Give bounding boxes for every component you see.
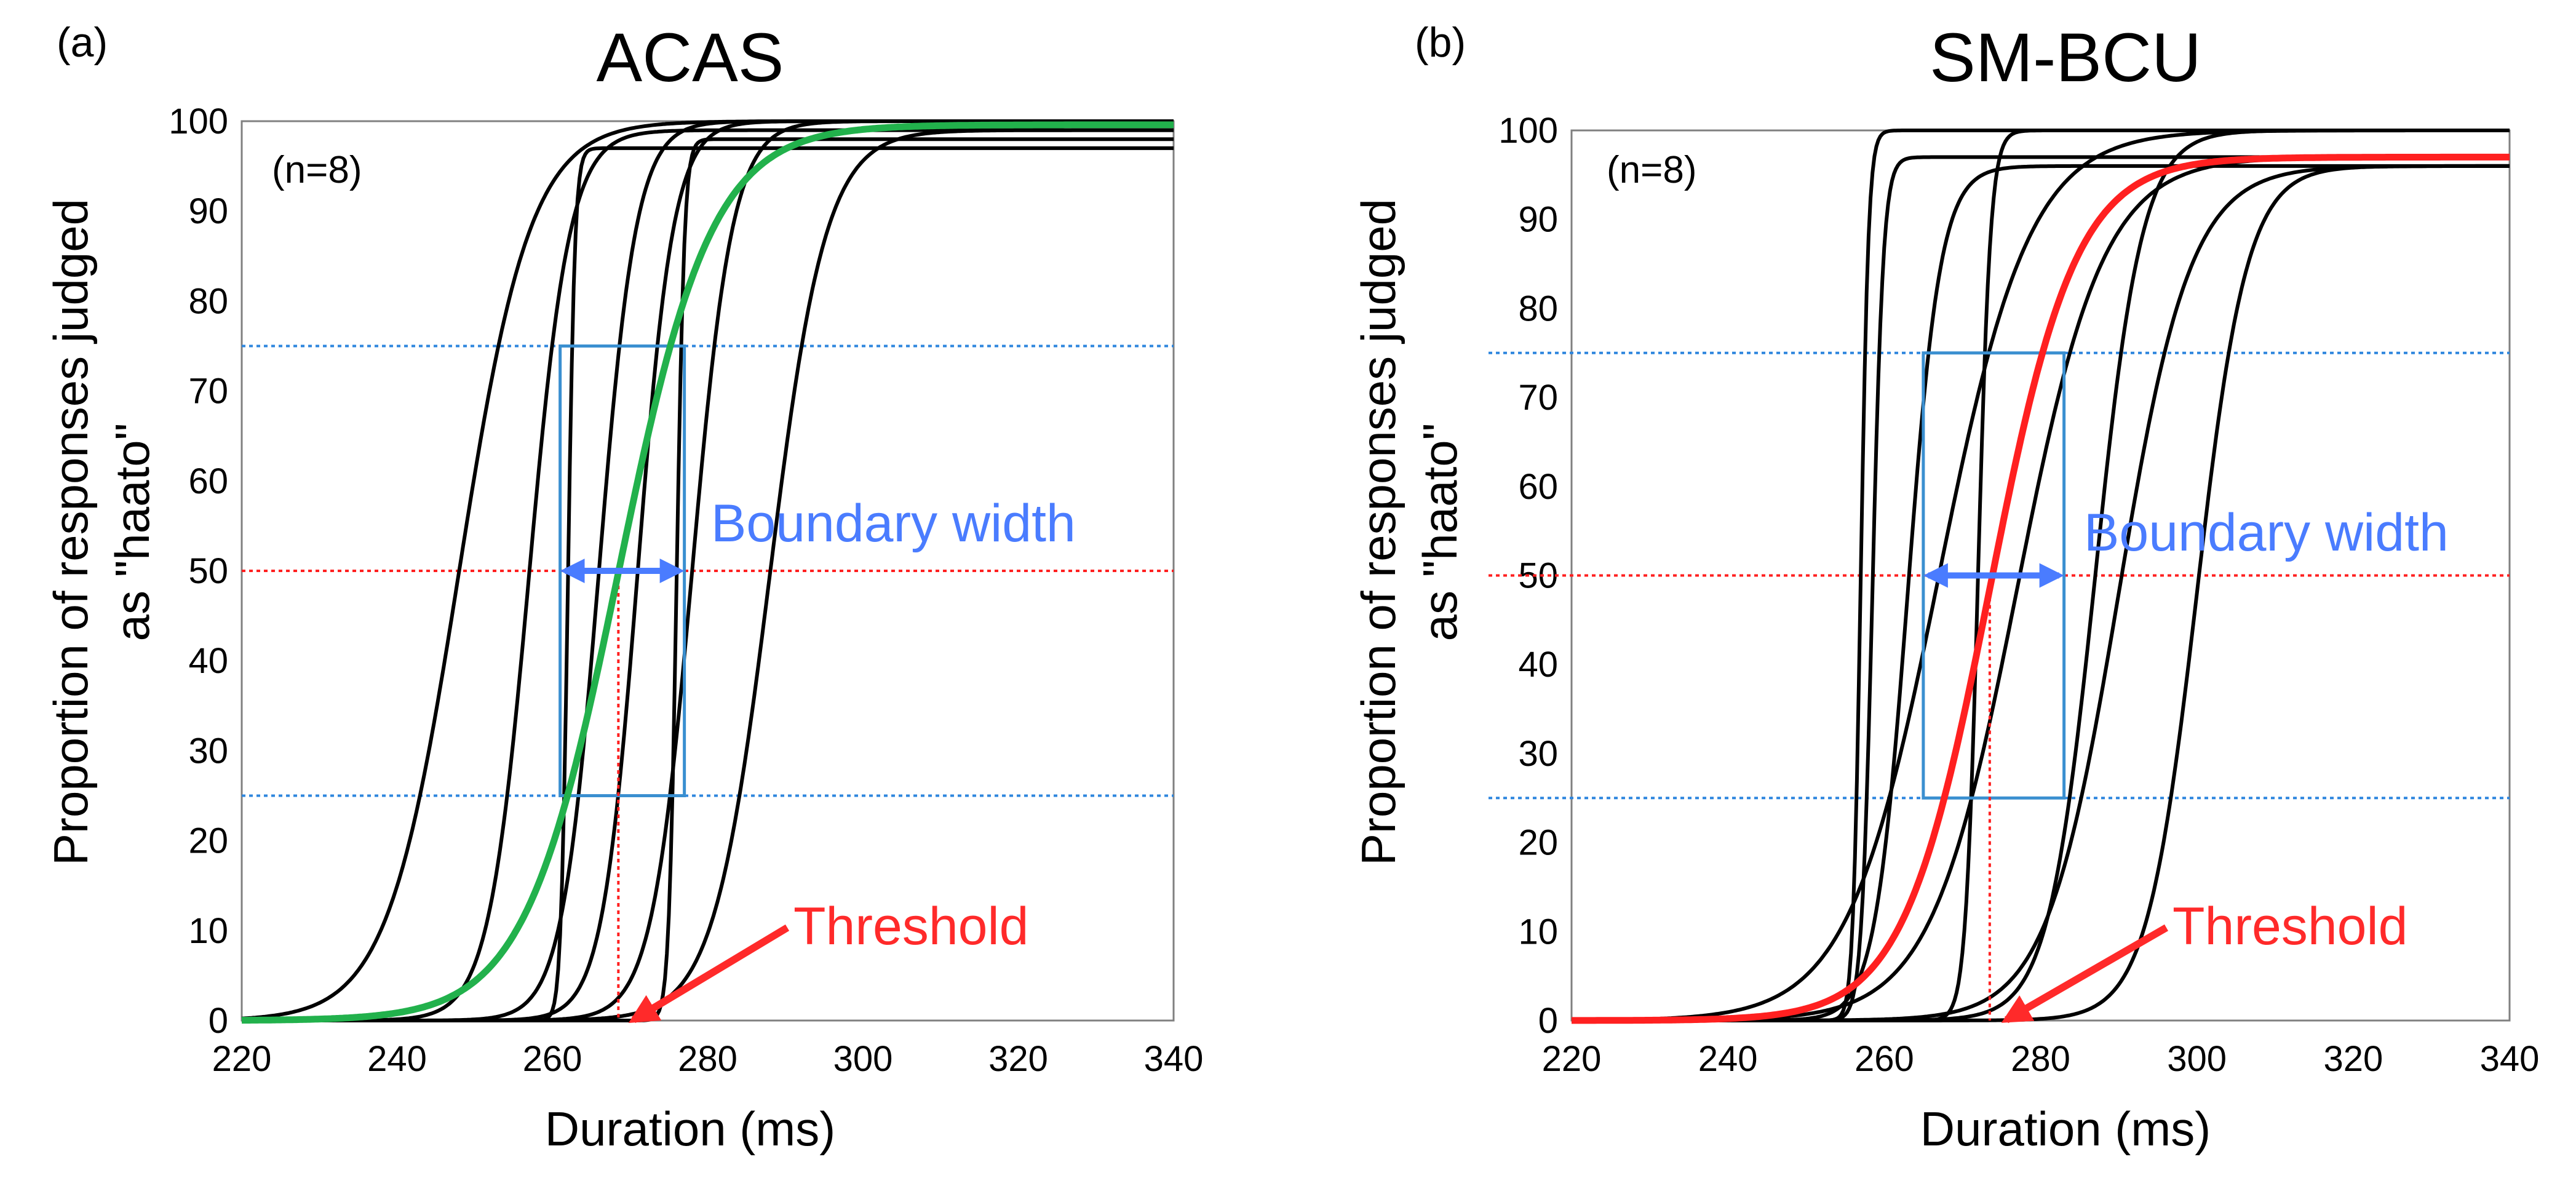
y-tick-label: 70	[188, 372, 228, 412]
x-tick-label: 300	[2167, 1039, 2227, 1079]
y-tick-label: 90	[188, 191, 228, 231]
y-tick-label: 60	[1518, 467, 1558, 507]
panel-a: (a) ACAS (n=8) Proportion of responses j…	[44, 19, 1203, 1156]
individual-curve	[242, 137, 1174, 1022]
y-tick-label: 50	[188, 551, 228, 591]
y-tick-label: 30	[188, 731, 228, 771]
individual-curve	[1572, 164, 2510, 1022]
y-tick-label: 10	[188, 911, 228, 951]
y-tick-label: 100	[169, 101, 228, 141]
chart-title: ACAS	[597, 19, 784, 96]
x-tick-label: 300	[833, 1039, 893, 1079]
n-label: (n=8)	[1607, 149, 1696, 191]
x-tick-label: 340	[2480, 1039, 2540, 1079]
y-tick-label: 0	[1538, 1001, 1558, 1041]
x-tick-label: 220	[212, 1039, 272, 1079]
y-tick-label: 80	[188, 281, 228, 321]
y-axis-label-line2: as "haato"	[105, 423, 159, 642]
x-tick-label: 240	[367, 1039, 427, 1079]
individual-curve	[1572, 155, 2510, 1022]
n-label: (n=8)	[272, 149, 362, 191]
individual-curve	[1572, 164, 2510, 1022]
threshold-arrow	[628, 924, 790, 1024]
y-tick-label: 20	[188, 821, 228, 861]
plot-area: 0 10 20 30 40 50 60 70 80 90 100 220 240 260 280 300 320…	[169, 101, 1203, 1079]
individual-curve	[1572, 164, 2510, 1022]
y-tick-label: 70	[1518, 378, 1558, 418]
boundary-width-annotation: Boundary width	[711, 494, 1076, 553]
y-tick-label: 90	[1518, 200, 1558, 240]
individual-curve	[1572, 155, 2510, 1022]
x-tick-label: 320	[988, 1039, 1048, 1079]
panel-label: (a)	[57, 19, 108, 66]
panel-label: (b)	[1415, 19, 1466, 66]
y-tick-label: 10	[1518, 912, 1558, 952]
threshold-arrow	[2001, 924, 2168, 1024]
y-axis-label-line1: Proportion of responses judged	[44, 199, 98, 866]
y-tick-label: 100	[1498, 111, 1558, 151]
x-tick-label: 260	[523, 1039, 582, 1079]
individual-curve	[242, 146, 1174, 1022]
y-tick-label: 40	[1518, 645, 1558, 685]
x-tick-label: 340	[1144, 1039, 1204, 1079]
individual-curve	[242, 128, 1174, 1022]
x-tick-label: 220	[1542, 1039, 1602, 1079]
mean-curve	[1572, 153, 2510, 1024]
plot-area: 0 10 20 30 40 50 60 70 80 90 100 220 240 260 280 300 320…	[1489, 111, 2539, 1079]
x-tick-label: 240	[1698, 1039, 1758, 1079]
y-tick-label: 0	[209, 1001, 228, 1041]
x-axis-label: Duration (ms)	[1920, 1102, 2211, 1156]
individual-curve	[242, 128, 1174, 1022]
x-tick-label: 280	[2011, 1039, 2070, 1079]
y-tick-label: 30	[1518, 734, 1558, 774]
y-axis-label-line1: Proportion of responses judged	[1351, 199, 1405, 866]
x-axis-label: Duration (ms)	[545, 1102, 835, 1156]
y-tick-label: 40	[188, 641, 228, 681]
y-tick-label: 60	[188, 461, 228, 501]
boundary-width-annotation: Boundary width	[2084, 503, 2449, 562]
y-tick-label: 80	[1518, 289, 1558, 328]
threshold-annotation: Threshold	[2173, 897, 2407, 956]
mean-curve	[241, 121, 1174, 1024]
x-tick-label: 320	[2323, 1039, 2383, 1079]
x-tick-label: 280	[678, 1039, 737, 1079]
y-tick-label: 50	[1518, 556, 1558, 596]
y-tick-label: 20	[1518, 823, 1558, 863]
x-tick-label: 260	[1854, 1039, 1914, 1079]
y-axis-label-line2: as "haato"	[1413, 423, 1467, 642]
chart-title: SM-BCU	[1930, 19, 2201, 96]
panel-b: (b) SM-BCU (n=8) Proportion of responses…	[1351, 19, 2539, 1156]
threshold-annotation: Threshold	[793, 897, 1028, 956]
